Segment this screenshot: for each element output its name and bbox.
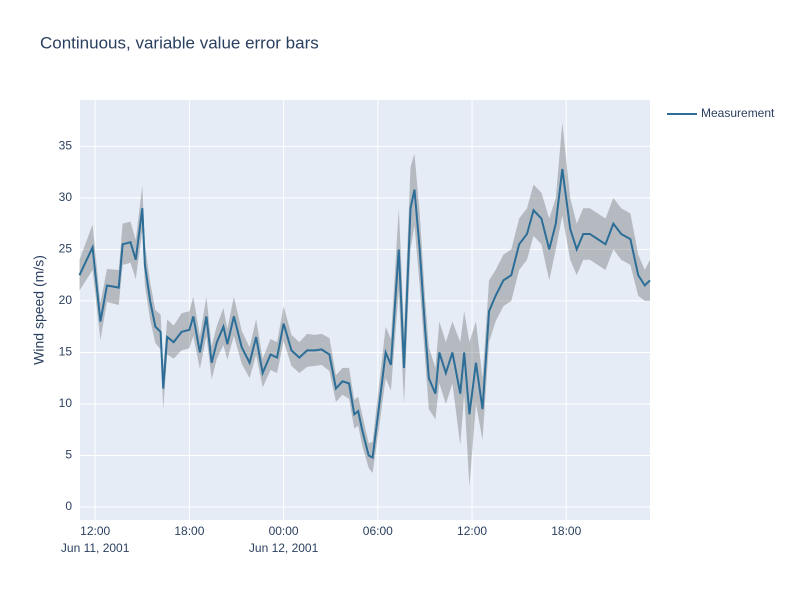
y-tick-label: 15 — [59, 345, 73, 359]
y-tick-label: 5 — [65, 448, 72, 462]
x-tick-label-line: Jun 12, 2001 — [249, 541, 319, 555]
x-tick-label: 18:00 — [551, 524, 581, 538]
y-tick-label: 30 — [59, 190, 73, 204]
legend-label: Measurement — [701, 106, 775, 120]
y-tick-label: 0 — [65, 499, 72, 513]
chart-title: Continuous, variable value error bars — [40, 33, 319, 52]
x-tick-label: 18:00 — [174, 524, 204, 538]
x-tick-label: 00:00 Jun 12, 2001 — [249, 524, 319, 555]
x-tick-label: 06:00 — [363, 524, 393, 538]
y-tick-label: 35 — [59, 139, 73, 153]
y-tick-label: 10 — [59, 396, 73, 410]
x-tick-label-line: 12:00 — [457, 524, 487, 538]
line — [78, 168, 651, 460]
x-tick-label-line: 06:00 — [363, 524, 393, 538]
error-band — [79, 122, 651, 487]
x-tick-label: 12:00 — [457, 524, 487, 538]
y-axis-label: Wind speed (m/s) — [31, 255, 47, 365]
y-tick-label: 20 — [59, 293, 73, 307]
y-tick-label: 25 — [59, 242, 73, 256]
x-tick-label: 12:00 Jun 11, 2001 — [61, 524, 130, 555]
x-tick-label-line: 18:00 — [551, 524, 581, 538]
plot-area — [80, 100, 650, 520]
x-tick-label-line: 18:00 — [174, 524, 204, 538]
x-tick-label-line: Jun 11, 2001 — [61, 541, 130, 555]
x-tick-label-line: 00:00 — [269, 524, 299, 538]
x-tick-label-line: 12:00 — [80, 524, 110, 538]
